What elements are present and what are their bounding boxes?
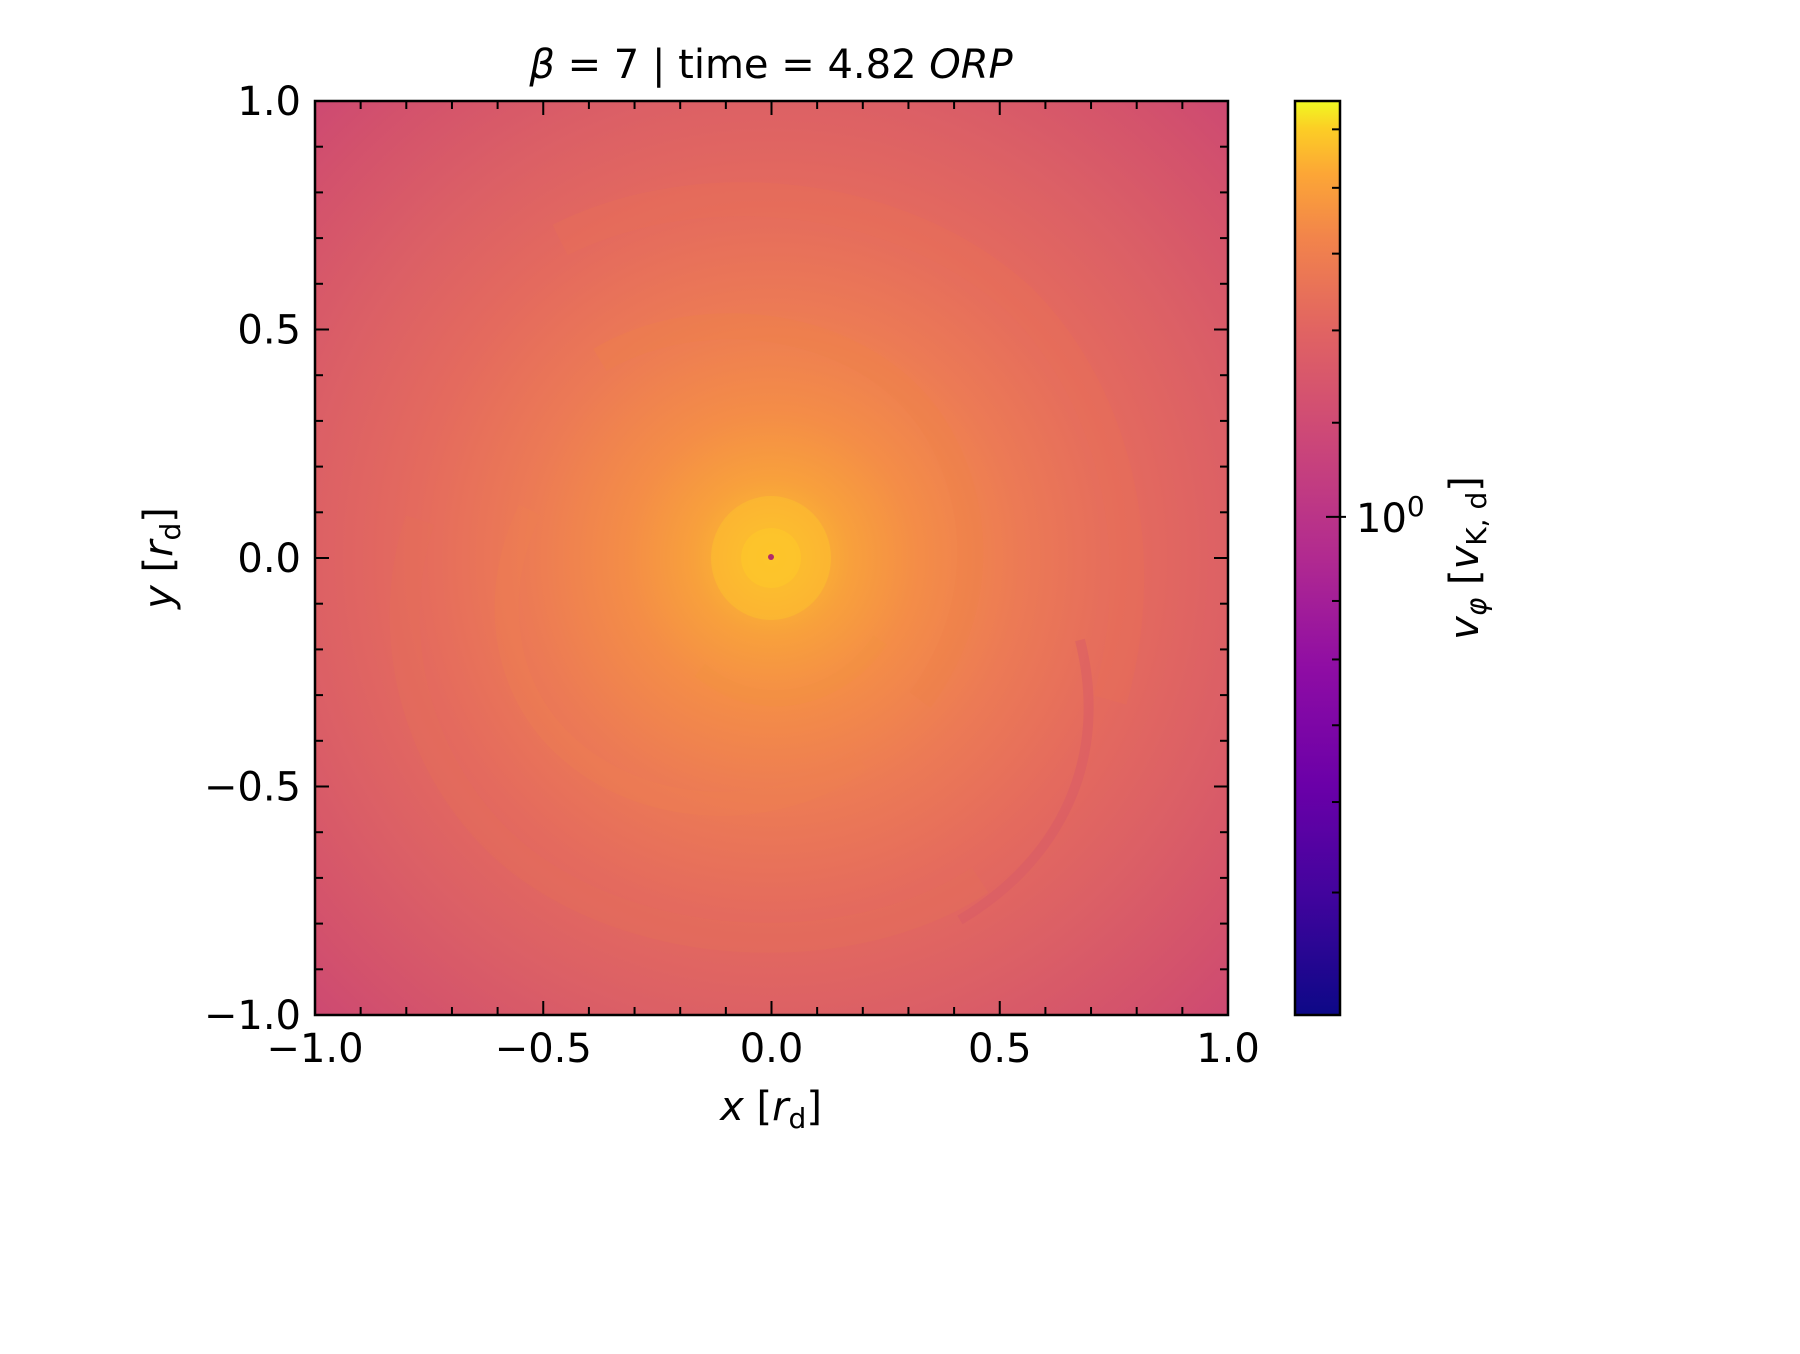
x-label-var: x <box>718 1084 744 1130</box>
chart-title: β = 7 | time = 4.82 ORP <box>528 42 1013 88</box>
y-tick-label: −0.5 <box>204 765 301 811</box>
y-label-unit-sub: d <box>154 523 187 541</box>
x-label-unit-sub: d <box>789 1102 807 1135</box>
x-tick-label: 0.0 <box>740 1026 804 1072</box>
colorbar-gradient <box>1295 101 1340 1015</box>
colorbar-tick-label: 100 <box>1356 490 1425 542</box>
y-label-unit: r <box>136 538 182 557</box>
x-label-unit: r <box>772 1084 791 1130</box>
y-tick-label: 0.5 <box>237 308 301 354</box>
heatmap-plot-area <box>313 99 1230 1017</box>
x-tick-label: −0.5 <box>495 1026 592 1072</box>
title-suffix: ORP <box>929 42 1013 88</box>
y-tick-labels: −1.0 −0.5 0.0 0.5 1.0 <box>204 79 301 1039</box>
y-label-var: y <box>136 584 182 610</box>
y-tick-label: −1.0 <box>204 993 301 1039</box>
y-axis-label: y [rd] <box>136 507 187 610</box>
colorbar: 100 vφ [vK, d] <box>1293 99 1493 1017</box>
x-tick-labels: −1.0 −0.5 0.0 0.5 1.0 <box>266 1026 1259 1072</box>
x-axis-label: x [rd] <box>718 1084 822 1135</box>
colorbar-ticks <box>1326 128 1346 894</box>
colorbar-frame <box>1293 99 1342 1017</box>
title-middle: = 7 | time = 4.82 <box>555 42 929 88</box>
center-singularity <box>768 554 774 560</box>
colorbar-label: vφ [vK, d] <box>1442 476 1493 640</box>
x-tick-label: −1.0 <box>266 1026 363 1072</box>
title-beta: β <box>528 42 555 88</box>
x-tick-label: 0.5 <box>968 1026 1032 1072</box>
y-tick-label: 1.0 <box>237 79 301 125</box>
plot-ticks <box>314 100 1229 1016</box>
x-tick-label: 1.0 <box>1196 1026 1260 1072</box>
y-tick-label: 0.0 <box>237 536 301 582</box>
heatmap-swirls <box>389 182 1145 953</box>
